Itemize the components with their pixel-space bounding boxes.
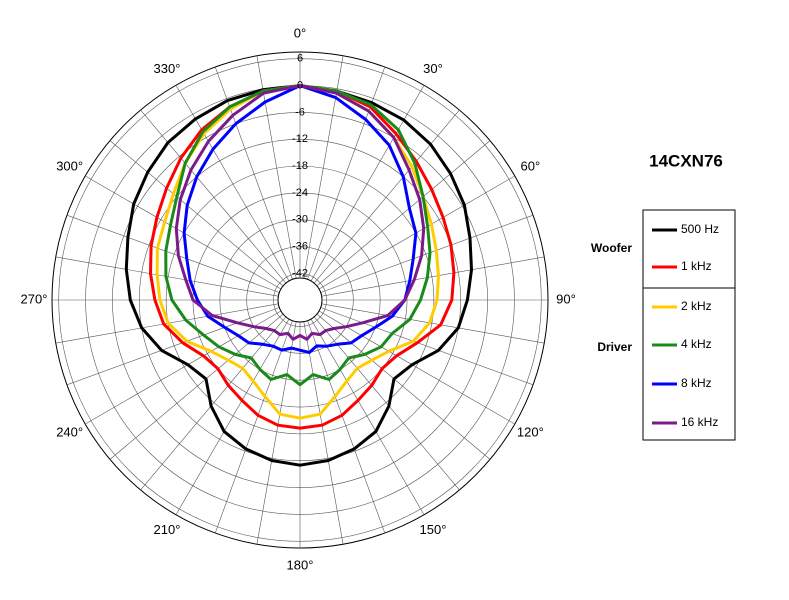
legend-label: 16 kHz <box>681 415 718 429</box>
angle-label: 90° <box>556 291 576 306</box>
legend-label: 4 kHz <box>681 337 712 351</box>
spoke <box>66 307 280 386</box>
center-hole <box>277 277 323 323</box>
r-tick-label: -6 <box>295 106 305 118</box>
spoke <box>316 140 491 287</box>
spoke <box>320 214 534 293</box>
spoke <box>140 109 287 284</box>
angle-label: 210° <box>154 522 181 537</box>
angle-label: 0° <box>294 25 306 40</box>
r-tick-label: -36 <box>292 241 308 253</box>
r-tick-label: -24 <box>292 187 308 199</box>
r-tick-label: -18 <box>292 160 308 172</box>
spoke <box>66 214 280 293</box>
legend-group-label: Woofer <box>591 241 632 255</box>
angle-label: 30° <box>423 61 443 76</box>
spoke <box>175 318 290 515</box>
series-line <box>124 84 473 467</box>
spoke <box>303 321 344 545</box>
spoke <box>140 316 287 491</box>
spoke <box>316 313 491 460</box>
r-tick-label: -12 <box>292 133 308 145</box>
spoke <box>310 85 425 282</box>
spoke <box>313 316 460 491</box>
legend-label: 500 Hz <box>681 222 719 236</box>
r-tick-label: 0 <box>297 79 303 91</box>
angle-label: 150° <box>420 522 447 537</box>
angle-label: 240° <box>56 424 83 439</box>
grid-circle <box>165 165 435 435</box>
grid <box>51 51 549 549</box>
grid-circle <box>246 246 354 354</box>
angle-label: 270° <box>21 291 48 306</box>
spoke <box>256 321 297 545</box>
grid-circle <box>219 219 381 381</box>
angle-label: 60° <box>521 158 541 173</box>
angle-label: 120° <box>517 424 544 439</box>
spoke <box>109 313 284 460</box>
series-line <box>155 84 440 420</box>
legend-box <box>642 209 736 441</box>
spoke <box>321 303 545 344</box>
angle-label: 180° <box>287 557 314 572</box>
spoke <box>318 310 515 425</box>
spoke <box>310 318 425 515</box>
series-line <box>182 84 418 354</box>
spoke <box>109 140 284 287</box>
series-line <box>149 84 456 430</box>
legend-label: 1 kHz <box>681 259 712 273</box>
spoke <box>307 320 386 534</box>
spoke <box>313 109 460 284</box>
angle-label: 330° <box>154 61 181 76</box>
spoke <box>214 320 293 534</box>
grid-circle <box>273 273 327 327</box>
legend-label: 8 kHz <box>681 376 712 390</box>
spoke <box>321 256 545 297</box>
series-line <box>164 84 432 387</box>
grid-circle <box>58 58 542 542</box>
chart-title: 14CXN76 <box>649 151 723 170</box>
grid-circle <box>138 138 462 462</box>
r-tick-label: 6 <box>297 53 303 65</box>
angle-label: 300° <box>56 158 83 173</box>
r-tick-label: -42 <box>292 267 308 279</box>
series-line <box>174 84 426 341</box>
r-tick-label: -30 <box>292 214 308 226</box>
legend-group-label: Driver <box>597 340 632 354</box>
spoke <box>320 307 534 386</box>
legend-label: 2 kHz <box>681 299 712 313</box>
spoke <box>214 66 293 280</box>
grid-circle <box>112 112 488 488</box>
spoke <box>85 310 282 425</box>
